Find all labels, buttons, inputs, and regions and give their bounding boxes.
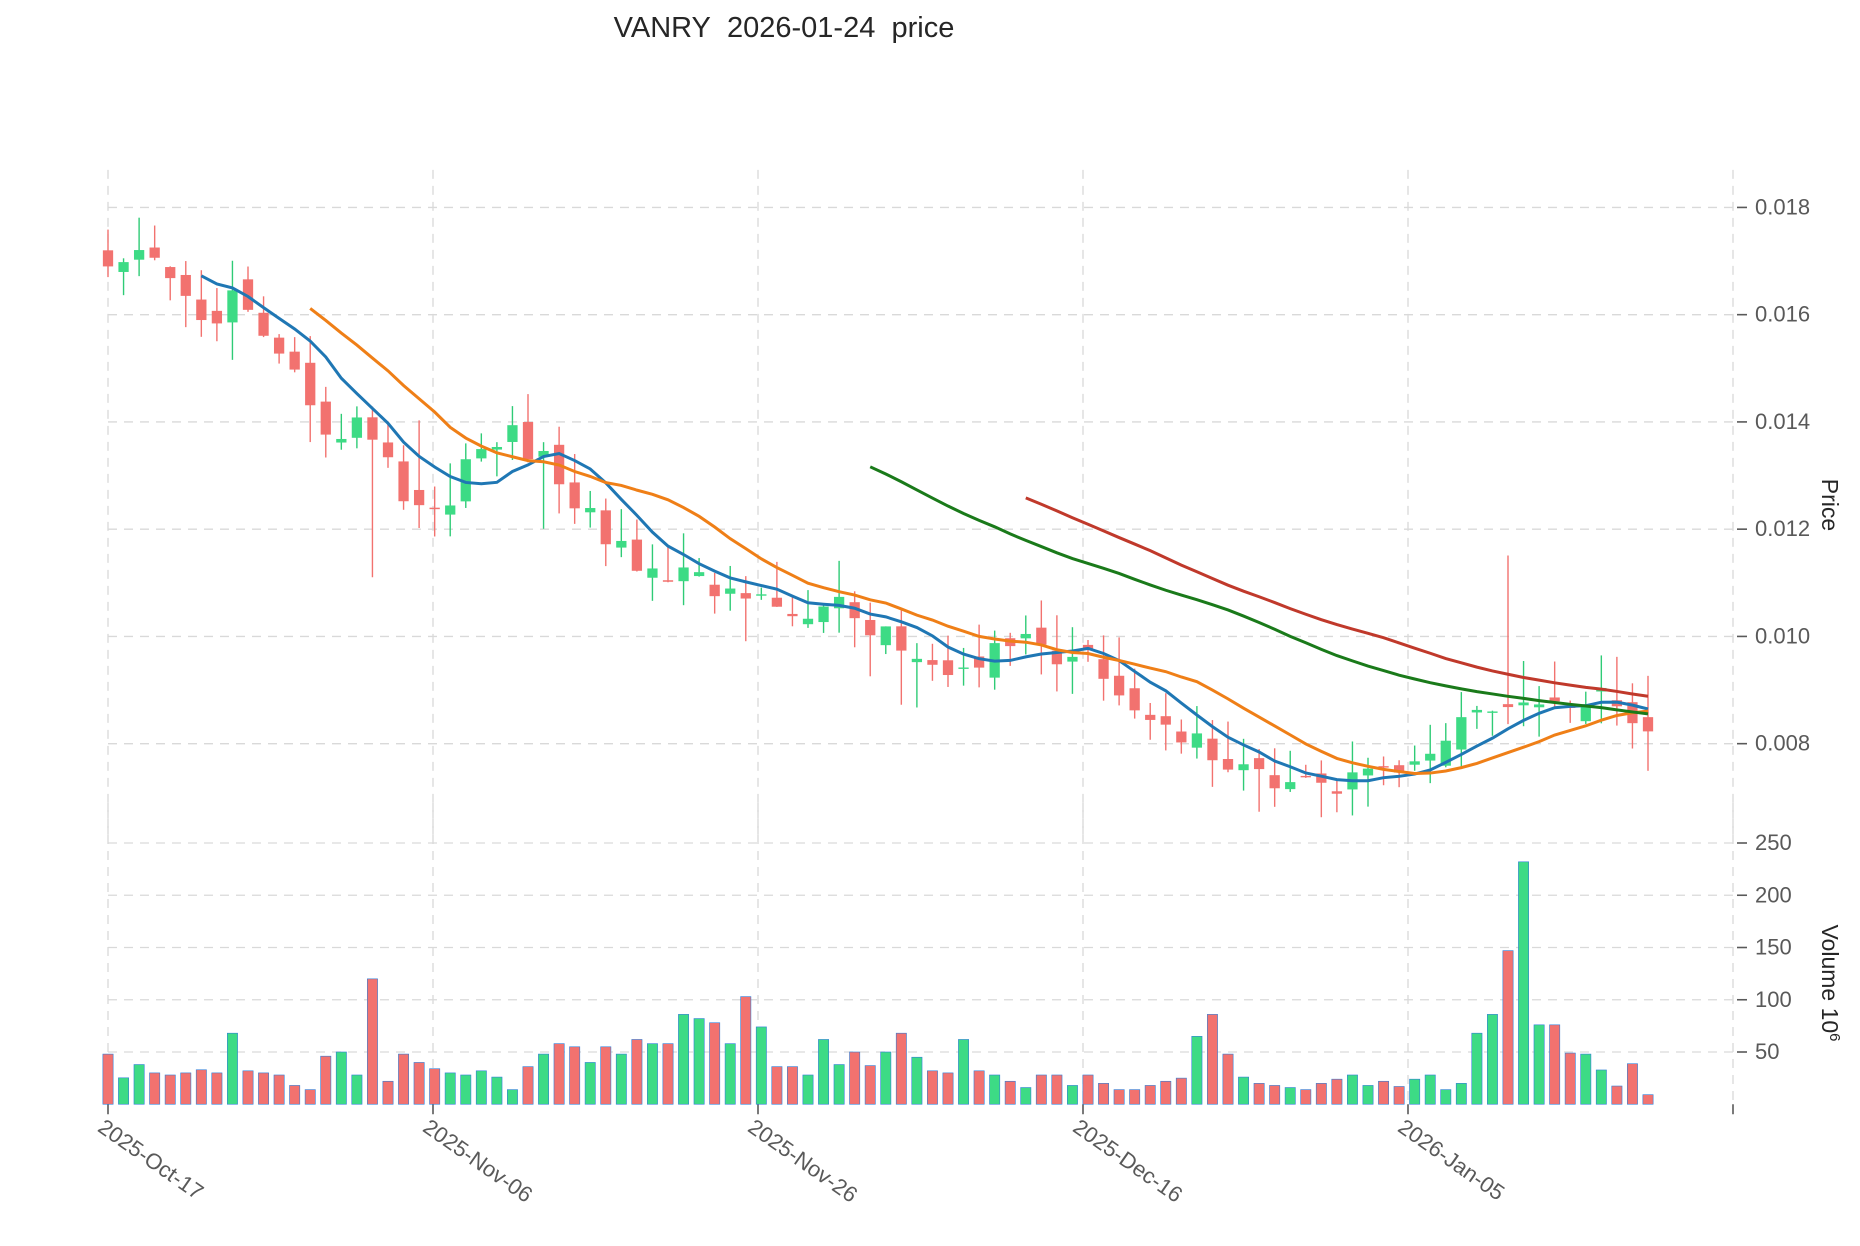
- svg-text:100: 100: [1755, 987, 1792, 1012]
- svg-text:250: 250: [1755, 830, 1792, 855]
- svg-text:0.014: 0.014: [1755, 409, 1810, 434]
- svg-text:0.008: 0.008: [1755, 731, 1810, 756]
- svg-text:0.012: 0.012: [1755, 516, 1810, 541]
- svg-text:200: 200: [1755, 882, 1792, 907]
- svg-text:Volume 106: Volume 106: [1817, 924, 1843, 1041]
- svg-text:150: 150: [1755, 935, 1792, 960]
- svg-text:Price: Price: [1817, 479, 1843, 531]
- svg-text:0.010: 0.010: [1755, 623, 1810, 648]
- svg-text:0.016: 0.016: [1755, 302, 1810, 327]
- svg-text:50: 50: [1755, 1039, 1779, 1064]
- svg-text:0.018: 0.018: [1755, 194, 1810, 219]
- svg-text:VANRY 2026-01-24 price: VANRY 2026-01-24 price: [614, 12, 955, 44]
